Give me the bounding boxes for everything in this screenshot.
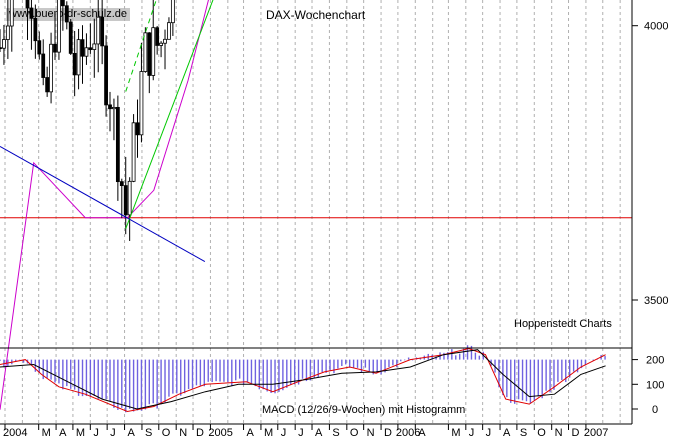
candle-body: [108, 104, 112, 110]
x-tick-label: N: [179, 427, 187, 439]
x-tick-label: 2006: [396, 427, 420, 439]
support-lines: [0, 217, 632, 219]
candle-body: [163, 38, 167, 44]
chart-title: DAX-Wochenchart: [266, 8, 366, 22]
x-tick-label: S: [520, 427, 527, 439]
x-tick-label: O: [350, 427, 359, 439]
x-tick-label: M: [264, 427, 273, 439]
candle-body: [37, 40, 42, 55]
x-tick-label: 2004: [3, 427, 27, 439]
candle-body: [155, 27, 160, 46]
candlesticks: [0, 0, 175, 241]
candle-body: [119, 181, 124, 187]
candle-body: [25, 0, 30, 9]
x-tick-label: 2007: [584, 427, 608, 439]
x-tick-label: S: [332, 427, 339, 439]
candle-body: [139, 71, 144, 136]
macd-panel: [0, 345, 606, 413]
macd-y-tick-label: 200: [646, 355, 664, 367]
candle-body: [167, 22, 171, 40]
x-tick-label: A: [418, 427, 426, 439]
x-tick-label: O: [537, 427, 546, 439]
x-tick-label: 2005: [208, 427, 232, 439]
candle-body: [9, 0, 14, 27]
x-tick-label: A: [59, 427, 67, 439]
candle-body: [84, 47, 89, 57]
x-tick-label: D: [572, 427, 580, 439]
candle-body: [33, 17, 38, 42]
x-tick-label: N: [555, 427, 563, 439]
trend-line: [125, 0, 214, 229]
candle-body: [112, 106, 116, 110]
candle-body: [49, 43, 53, 93]
x-tick-label: J: [281, 427, 287, 439]
candle-body: [92, 43, 97, 50]
x-tick-label: J: [93, 427, 99, 439]
macd-axis: 0 100 200: [632, 355, 664, 416]
candle-body: [143, 32, 148, 72]
x-tick-label: O: [162, 427, 171, 439]
x-tick-label: M: [76, 427, 85, 439]
x-tick-label: D: [196, 427, 204, 439]
y-tick-label: 4000: [644, 21, 668, 33]
candle-body: [151, 27, 156, 76]
macd-label: MACD (12/26/9-Wochen) mit Histogramm: [262, 404, 465, 416]
candle-body: [64, 5, 69, 23]
candle-body: [45, 77, 50, 93]
candle-body: [159, 42, 163, 46]
candle-body: [96, 16, 101, 45]
x-tick-label: J: [110, 427, 116, 439]
candle-body: [41, 53, 46, 78]
signal-line: [0, 349, 606, 410]
candle-body: [57, 0, 61, 53]
trend-lines: [0, 0, 214, 263]
x-tick-label: M: [42, 427, 51, 439]
candle-body: [76, 39, 81, 76]
grid-lines: [4, 0, 621, 424]
x-tick-label: J: [486, 427, 492, 439]
x-tick-label: J: [469, 427, 475, 439]
x-tick-label: A: [503, 427, 511, 439]
x-tick-label: N: [367, 427, 375, 439]
x-tick-label: A: [128, 427, 136, 439]
candle-body: [68, 21, 73, 54]
credit-label: Hoppenstedt Charts: [514, 318, 612, 330]
candle-body: [131, 122, 136, 182]
candle-body: [5, 25, 10, 40]
candle-body: [88, 47, 93, 50]
candle-body: [115, 106, 120, 183]
x-tick-label: M: [451, 427, 460, 439]
x-tick-label: J: [298, 427, 304, 439]
candle-body: [135, 122, 140, 136]
macd-line: [0, 347, 606, 413]
x-tick-label: A: [315, 427, 323, 439]
candle-body: [2, 39, 6, 49]
candle-body: [0, 47, 2, 50]
candle-body: [123, 185, 128, 216]
candle-body: [60, 0, 65, 7]
candle-body: [147, 32, 152, 76]
macd-y-tick-label: 0: [652, 404, 658, 416]
candle-body: [72, 52, 77, 76]
y-tick-label: 3500: [644, 295, 668, 307]
x-tick-label: A: [247, 427, 255, 439]
candle-body: [170, 0, 175, 24]
candle-body: [104, 45, 108, 106]
candle-body: [127, 180, 132, 216]
x-tick-label: D: [384, 427, 392, 439]
x-tick-label: S: [145, 427, 152, 439]
candle-body: [29, 7, 34, 19]
candle-body: [100, 16, 105, 47]
trend-line: [0, 145, 206, 263]
candle-body: [80, 39, 85, 57]
price-axis: 35004000450050005500600065007000: [632, 21, 668, 307]
candle-body: [53, 43, 57, 53]
macd-y-tick-label: 100: [646, 379, 664, 391]
